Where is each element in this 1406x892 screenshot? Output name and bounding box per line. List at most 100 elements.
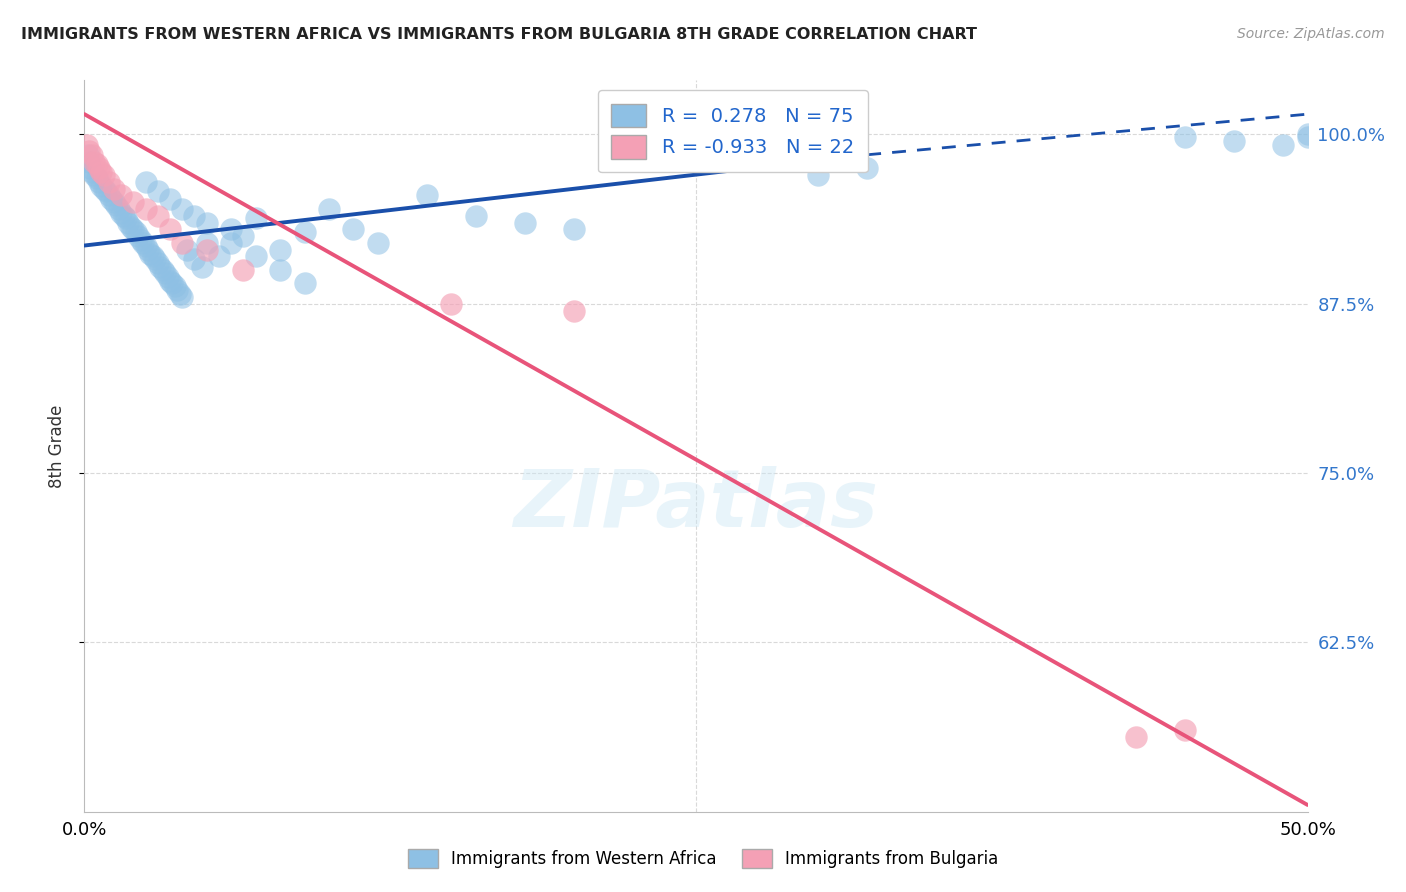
Point xyxy=(245,249,267,263)
Y-axis label: 8th Grade: 8th Grade xyxy=(48,404,66,488)
Point xyxy=(152,263,174,277)
Point xyxy=(153,266,176,280)
Point xyxy=(440,297,463,311)
Point xyxy=(172,235,194,250)
Point xyxy=(562,303,585,318)
Point xyxy=(195,215,218,229)
Point xyxy=(115,211,138,226)
Point xyxy=(135,238,157,252)
Point xyxy=(112,209,135,223)
Point xyxy=(105,198,128,212)
Point xyxy=(122,195,145,210)
Point xyxy=(208,249,231,263)
Point xyxy=(464,209,486,223)
Point xyxy=(172,290,194,304)
Point xyxy=(159,193,181,207)
Point xyxy=(83,168,105,182)
Point xyxy=(120,219,142,234)
Point xyxy=(166,283,188,297)
Point xyxy=(294,277,316,291)
Point xyxy=(172,202,194,216)
Point xyxy=(342,222,364,236)
Point xyxy=(219,222,242,236)
Legend: R =  0.278   N = 75, R = -0.933   N = 22: R = 0.278 N = 75, R = -0.933 N = 22 xyxy=(598,90,868,172)
Point xyxy=(232,229,254,244)
Point xyxy=(86,157,108,171)
Point xyxy=(87,161,110,176)
Point xyxy=(139,246,162,260)
Point xyxy=(90,165,112,179)
Point xyxy=(136,243,159,257)
Point xyxy=(93,168,115,182)
Point xyxy=(1125,730,1147,744)
Point xyxy=(232,263,254,277)
Point xyxy=(122,222,145,236)
Point xyxy=(1296,128,1319,142)
Point xyxy=(135,175,157,189)
Point xyxy=(83,154,105,169)
Point xyxy=(146,256,169,270)
Point xyxy=(80,165,103,179)
Point xyxy=(90,178,112,193)
Point xyxy=(97,175,120,189)
Point xyxy=(97,188,120,202)
Point xyxy=(107,202,129,216)
Point xyxy=(103,181,125,195)
Point xyxy=(143,252,166,266)
Legend: Immigrants from Western Africa, Immigrants from Bulgaria: Immigrants from Western Africa, Immigran… xyxy=(401,843,1005,875)
Point xyxy=(159,222,181,236)
Text: ZIPatlas: ZIPatlas xyxy=(513,466,879,543)
Point xyxy=(100,193,122,207)
Point xyxy=(195,243,218,257)
Point xyxy=(1223,134,1246,148)
Point xyxy=(513,215,536,229)
Point xyxy=(76,138,98,153)
Point xyxy=(110,188,132,202)
Point xyxy=(562,222,585,236)
Point xyxy=(77,144,100,158)
Point xyxy=(110,206,132,220)
Point xyxy=(159,274,181,288)
Point xyxy=(77,148,100,162)
Point xyxy=(146,209,169,223)
Point xyxy=(294,225,316,239)
Point xyxy=(856,161,879,176)
Point xyxy=(416,188,439,202)
Point xyxy=(103,195,125,210)
Point xyxy=(125,225,148,239)
Point xyxy=(1296,130,1319,145)
Point xyxy=(129,233,152,247)
Point xyxy=(156,269,179,284)
Point xyxy=(86,170,108,185)
Point xyxy=(149,260,172,275)
Point xyxy=(146,185,169,199)
Point xyxy=(176,243,198,257)
Point xyxy=(807,168,830,182)
Point xyxy=(169,287,191,301)
Point xyxy=(93,181,115,195)
Point xyxy=(183,252,205,266)
Point xyxy=(96,185,118,199)
Point xyxy=(367,235,389,250)
Point xyxy=(87,175,110,189)
Point xyxy=(80,148,103,162)
Point xyxy=(163,279,186,293)
Point xyxy=(269,263,291,277)
Point xyxy=(191,260,214,275)
Point xyxy=(132,235,155,250)
Point xyxy=(127,229,149,244)
Point xyxy=(135,202,157,216)
Point xyxy=(142,249,165,263)
Point xyxy=(162,277,184,291)
Text: IMMIGRANTS FROM WESTERN AFRICA VS IMMIGRANTS FROM BULGARIA 8TH GRADE CORRELATION: IMMIGRANTS FROM WESTERN AFRICA VS IMMIGR… xyxy=(21,27,977,42)
Point xyxy=(79,161,101,176)
Point xyxy=(245,211,267,226)
Point xyxy=(195,235,218,250)
Point xyxy=(1174,130,1197,145)
Point xyxy=(318,202,340,216)
Point xyxy=(77,154,100,169)
Point xyxy=(183,209,205,223)
Point xyxy=(269,243,291,257)
Point xyxy=(117,215,139,229)
Point xyxy=(1272,138,1295,153)
